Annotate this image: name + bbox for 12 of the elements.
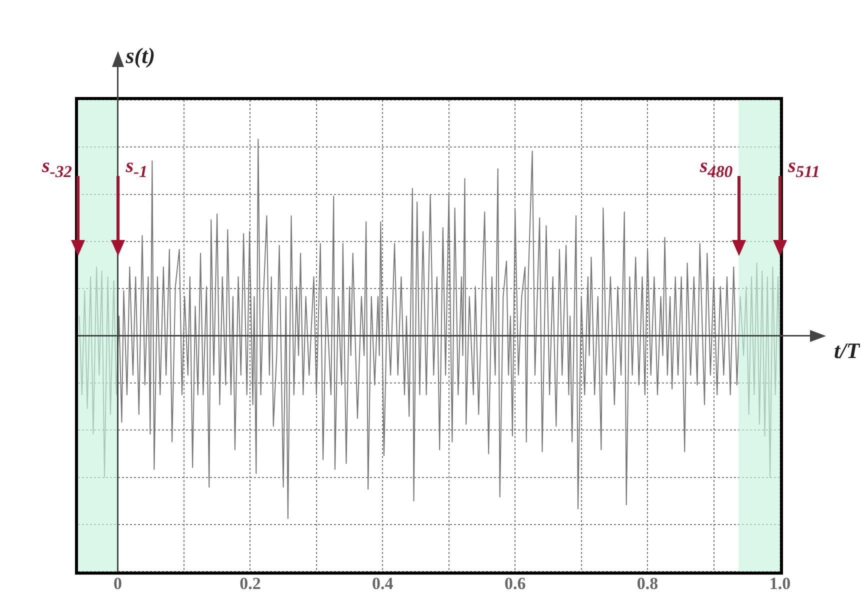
x-tick-label: 0 xyxy=(113,574,122,594)
annotation: s$_{-1}$ xyxy=(126,154,148,183)
x-axis-title: t/T xyxy=(834,338,862,363)
x-tick-label: 0.2 xyxy=(240,574,261,594)
x-tick-label: 0.8 xyxy=(636,574,658,594)
x-tick-label: 1.0 xyxy=(769,574,791,594)
x-tick-label: 0.4 xyxy=(372,574,394,594)
text: s$_{-32}$ xyxy=(42,154,72,183)
text: s$_{511}$ xyxy=(788,154,820,183)
x-tick-label: 0.6 xyxy=(504,574,526,594)
y-axis-title: s(t) xyxy=(124,43,156,68)
annotation: s$_{480}$ xyxy=(700,154,733,183)
